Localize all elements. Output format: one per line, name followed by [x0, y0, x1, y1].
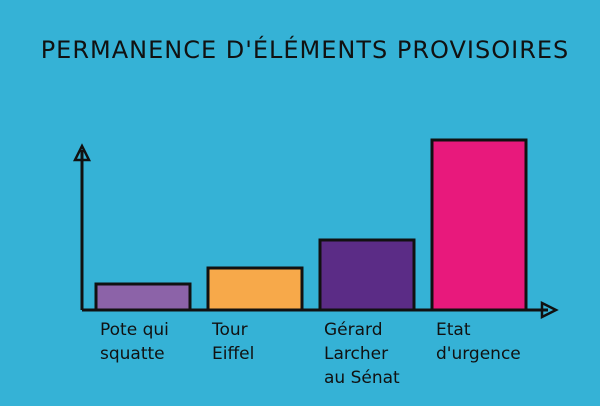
x-axis-arrow — [540, 300, 559, 320]
x-tick-label: Gérard Larcher au Sénat — [324, 320, 400, 388]
bar — [318, 238, 416, 312]
y-axis-arrow — [72, 143, 92, 162]
chart-title: PERMANENCE D'ÉLÉMENTS PROVISOIRES — [41, 35, 570, 64]
bar — [206, 266, 304, 312]
x-tick-label: Pote qui squatte — [100, 320, 169, 364]
x-tick-label: Etat d'urgence — [436, 320, 521, 364]
x-tick-label: Tour Eiffel — [212, 320, 255, 364]
bar — [430, 138, 528, 312]
bar — [94, 282, 192, 312]
